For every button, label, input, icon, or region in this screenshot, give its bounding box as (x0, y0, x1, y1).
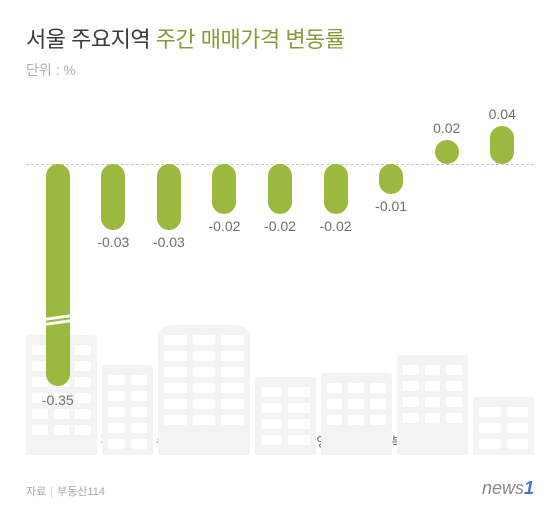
logo-accent: 1 (524, 478, 534, 498)
unit-label: 단위 : % (26, 60, 534, 80)
category-label: 영등포 (308, 432, 364, 452)
bar (324, 164, 348, 214)
bar (101, 164, 125, 230)
bar (212, 164, 236, 214)
category-label: 송파 (141, 432, 197, 452)
chart-title: 서울 주요지역 주간 매매가격 변동률 (26, 22, 534, 54)
value-label: -0.01 (375, 198, 407, 214)
bar-column: -0.03 (86, 104, 142, 424)
category-label: 강남 (475, 432, 531, 452)
value-label: 0.02 (433, 120, 460, 136)
logo-text: news (482, 478, 524, 498)
category-label: 성북 (363, 432, 419, 452)
category-labels: 마포강북송파강서서초영등포성북은평강남 (26, 432, 534, 452)
bar-column: -0.02 (197, 104, 253, 424)
source-label: 자료 (26, 486, 46, 498)
bar (490, 126, 514, 164)
bar (435, 140, 459, 164)
bar (157, 164, 181, 230)
title-prefix: 서울 주요지역 (26, 27, 150, 52)
bar-column: -0.03 (141, 104, 197, 424)
value-label: -0.02 (320, 218, 352, 234)
value-label: -0.02 (264, 218, 296, 234)
value-label: -0.35 (42, 392, 74, 408)
source-value: 부동산114 (57, 486, 105, 498)
value-label: -0.03 (97, 234, 129, 250)
source-separator: | (50, 486, 53, 498)
bar-column: 0.02 (419, 104, 475, 424)
bar (379, 164, 403, 194)
bar-column: -0.35 (30, 104, 86, 424)
category-label: 서초 (252, 432, 308, 452)
value-label: 0.04 (489, 106, 516, 122)
axis-break (43, 314, 73, 326)
bar (46, 164, 70, 386)
footer: 자료 | 부동산114 news1 (26, 478, 534, 499)
category-label: 강북 (86, 432, 142, 452)
logo: news1 (482, 478, 534, 499)
bars-container: -0.35 -0.03 -0.03 -0.02 -0.02 -0.02 -0.01 0.02 0… (26, 104, 534, 424)
bar-column: -0.02 (252, 104, 308, 424)
bar-column: 0.04 (475, 104, 531, 424)
value-label: -0.02 (208, 218, 240, 234)
category-label: 마포 (30, 432, 86, 452)
bar (268, 164, 292, 214)
category-label: 강서 (197, 432, 253, 452)
value-label: -0.03 (153, 234, 185, 250)
title-accent: 주간 매매가격 변동률 (156, 27, 345, 52)
category-label: 은평 (419, 432, 475, 452)
bar-column: -0.02 (308, 104, 364, 424)
chart-area: -0.35 -0.03 -0.03 -0.02 -0.02 -0.02 -0.01 0.02 0… (26, 104, 534, 424)
bar-column: -0.01 (363, 104, 419, 424)
source: 자료 | 부동산114 (26, 483, 105, 499)
